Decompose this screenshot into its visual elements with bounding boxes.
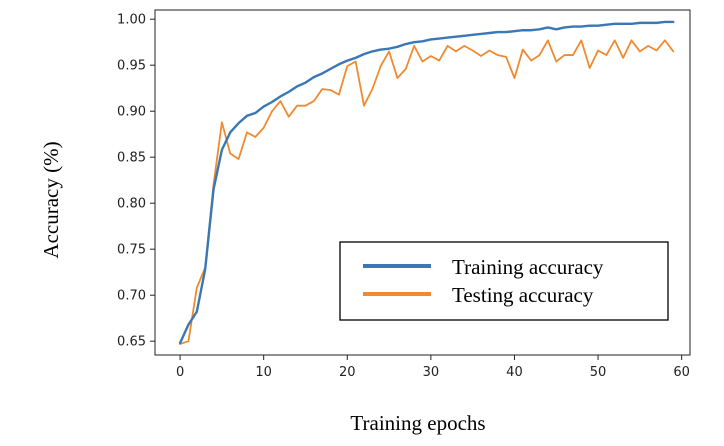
legend-label-training: Training accuracy [452, 255, 604, 279]
y-tick-label: 0.90 [117, 105, 146, 120]
testing-accuracy-line [179, 39, 675, 345]
x-tick-label: 10 [255, 365, 272, 380]
x-tick-label: 0 [176, 365, 184, 380]
y-tick-label: 0.80 [117, 197, 146, 212]
legend: Training accuracy Testing accuracy [339, 241, 669, 321]
y-tick-label: 1.00 [117, 13, 146, 28]
legend-box [339, 241, 669, 321]
y-tick-label: 0.95 [117, 59, 146, 74]
x-axis-ticks: 0 10 20 30 40 50 60 [176, 355, 690, 380]
y-tick-label: 0.65 [117, 335, 146, 350]
x-tick-label: 60 [673, 365, 690, 380]
legend-label-testing: Testing accuracy [452, 283, 594, 307]
y-tick-label: 0.85 [117, 151, 146, 166]
y-axis-ticks: 0.65 0.70 0.75 0.80 0.85 0.90 0.95 1.00 [117, 13, 155, 350]
x-tick-label: 20 [339, 365, 356, 380]
y-tick-label: 0.75 [117, 243, 146, 258]
x-tick-label: 30 [423, 365, 440, 380]
series-lines [178, 20, 675, 345]
plot-frame [154, 9, 691, 356]
training-accuracy-line [178, 20, 675, 345]
y-axis-title: Accuracy (%) [39, 141, 63, 258]
x-axis-title: Training epochs [350, 411, 485, 435]
x-tick-label: 50 [590, 365, 607, 380]
x-tick-label: 40 [506, 365, 523, 380]
y-tick-label: 0.70 [117, 289, 146, 304]
